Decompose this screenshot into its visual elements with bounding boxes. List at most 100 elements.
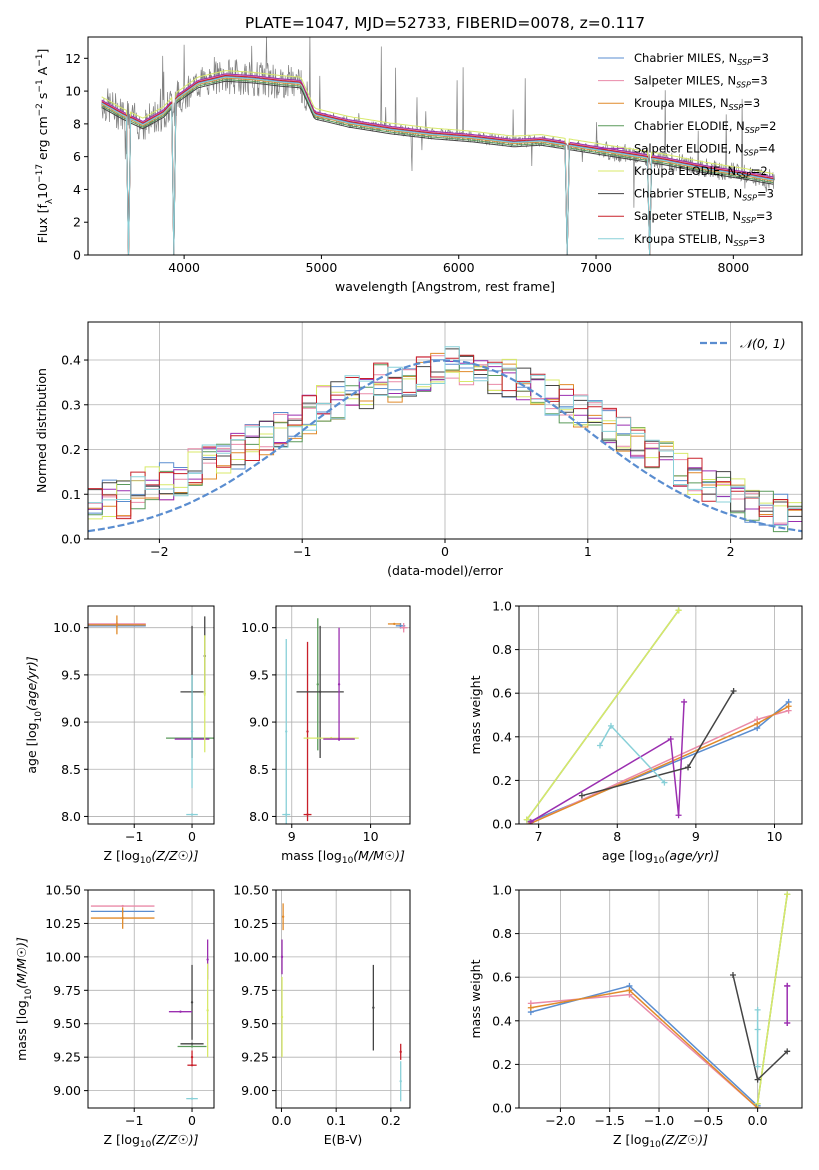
model-salpeter_miles bbox=[101, 74, 774, 255]
y-tick-label: 0.4 bbox=[492, 1013, 512, 1028]
y-tick-label: 9.75 bbox=[241, 983, 269, 998]
model-chabrier_elodie bbox=[101, 79, 774, 255]
x-tick-label: 1 bbox=[584, 544, 592, 559]
data-point bbox=[280, 955, 284, 959]
y-tick-label: 10 bbox=[65, 84, 81, 99]
errorbar-kroupa_elodie bbox=[206, 963, 209, 1058]
y-axis-label: Normed distribution bbox=[34, 368, 49, 493]
data-point bbox=[285, 813, 288, 816]
legend-entry-chabrier_elodie: Chabrier ELODIE, NSSP=2 bbox=[598, 119, 776, 135]
y-tick-label: 9.75 bbox=[53, 983, 81, 998]
legend-entry-kroupa_miles: Kroupa MILES, NSSP=3 bbox=[598, 96, 760, 112]
y-tick-label: 0.0 bbox=[61, 532, 81, 547]
x-tick-label: −2 bbox=[150, 544, 168, 559]
data-point bbox=[190, 1001, 194, 1004]
errorbar-chabrier_stelib bbox=[190, 964, 194, 1040]
plot-area bbox=[282, 618, 408, 824]
errorbar-chabrier_stelib bbox=[180, 1042, 204, 1046]
y-tick-label: 9.25 bbox=[241, 1050, 269, 1065]
x-tick-label: −2.0 bbox=[545, 1113, 575, 1128]
errorbar-chabrier_elodie bbox=[177, 1045, 207, 1048]
plot-area bbox=[280, 903, 402, 1102]
y-tick-label: 0.0 bbox=[492, 1101, 512, 1116]
series-chabrier_stelib bbox=[729, 972, 791, 1083]
legend-entry-salpeter_elodie: Salpeter ELODIE, NSSP=4 bbox=[598, 141, 775, 157]
y-tick-label: 9.0 bbox=[61, 715, 81, 730]
plot-area bbox=[90, 904, 209, 1100]
legend-normal: 𝒩(0, 1) bbox=[700, 336, 786, 351]
errorbar-salpeter_stelib bbox=[399, 1043, 402, 1060]
legend-entry-salpeter_stelib: Salpeter STELIB, NSSP=3 bbox=[598, 209, 773, 225]
data-point bbox=[280, 1015, 284, 1019]
legend-label: Kroupa ELODIE, NSSP=2 bbox=[634, 164, 768, 180]
x-tick-label: −1.5 bbox=[595, 1113, 625, 1128]
errorbar-kroupa_elodie bbox=[280, 976, 284, 1058]
plus-marker bbox=[754, 1006, 761, 1013]
plot-area bbox=[101, 37, 775, 255]
x-tick-label: 10 bbox=[767, 829, 783, 844]
axes-mass_vs_Z: −1 0 9.00 9.25 9.50 9.75 10.00 10.25 10.50 Z [log… bbox=[14, 883, 215, 1150]
y-tick-label: 9.25 bbox=[53, 1050, 81, 1065]
series-kroupa_elodie bbox=[523, 607, 682, 823]
data-point bbox=[393, 622, 396, 626]
plus-marker bbox=[784, 982, 791, 989]
y-tick-label: 8.5 bbox=[61, 762, 81, 777]
model-salpeter_elodie bbox=[101, 73, 774, 255]
y-tick-label: 9.5 bbox=[61, 667, 81, 682]
legend: Chabrier MILES, NSSP=3 Salpeter MILES, NS… bbox=[598, 51, 776, 248]
y-tick-label: 10.00 bbox=[233, 949, 269, 964]
y-tick-label: 12 bbox=[65, 51, 81, 66]
normal-curve bbox=[88, 359, 802, 533]
plot-area bbox=[88, 615, 214, 816]
data-point bbox=[318, 690, 322, 694]
plus-marker bbox=[667, 735, 674, 742]
y-axis-label: mass weight bbox=[468, 675, 483, 754]
legend-label: Chabrier MILES, NSSP=3 bbox=[634, 51, 769, 67]
axes-frame bbox=[518, 605, 803, 825]
plot-area bbox=[523, 607, 792, 824]
data-point bbox=[190, 1042, 194, 1046]
plus-marker bbox=[607, 722, 614, 729]
errorbar-salpeter_elodie bbox=[280, 939, 284, 975]
model-kroupa_miles bbox=[101, 77, 774, 255]
x-axis-label: age [log10(age/yr)] bbox=[602, 848, 719, 866]
plus-marker bbox=[754, 1100, 761, 1107]
data-point bbox=[206, 958, 209, 961]
data-point bbox=[115, 623, 119, 627]
histogram-chabrier_elodie bbox=[88, 355, 802, 539]
series-line bbox=[530, 701, 685, 823]
y-tick-label: 1.0 bbox=[492, 599, 512, 614]
x-tick-label: 0.0 bbox=[748, 1113, 768, 1128]
x-tick-label: 9 bbox=[288, 829, 296, 844]
series-line bbox=[526, 609, 680, 821]
data-point bbox=[179, 1010, 182, 1013]
x-axis-label: (data-model)/error bbox=[387, 563, 504, 578]
legend-label: Chabrier ELODIE, NSSP=2 bbox=[634, 119, 776, 135]
y-tick-label: 0.3 bbox=[61, 397, 81, 412]
series-kroupa_stelib bbox=[596, 722, 668, 786]
y-axis-label: age [log10(age/yr)] bbox=[24, 656, 44, 773]
y-tick-label: 0.8 bbox=[492, 642, 512, 657]
plus-marker bbox=[527, 1004, 534, 1011]
data-point bbox=[203, 692, 206, 695]
plus-marker bbox=[675, 812, 682, 819]
model-kroupa_elodie bbox=[101, 70, 774, 255]
y-tick-label: 8.0 bbox=[249, 809, 269, 824]
series-salpeter_elodie bbox=[527, 698, 688, 824]
y-tick-label: 9.50 bbox=[241, 1016, 269, 1031]
axes-weight_vs_Z: −2.0 −1.5 −1.0 −0.5 0.0 0.0 0.2 0.4 0.6 0.8 1.0 Z [… bbox=[468, 883, 803, 1150]
axes-age_vs_Z: −1 0 8.0 8.5 9.0 9.5 10.0 Z [log10(Z/Z☉)] age [l… bbox=[24, 605, 215, 866]
errorbar-salpeter_stelib bbox=[306, 641, 309, 822]
series-salpeter_elodie bbox=[784, 982, 791, 1026]
series-line bbox=[756, 894, 788, 1104]
axes-weight_vs_age: 7 8 9 10 0.0 0.2 0.4 0.6 0.8 1.0 age [log10(age/yr… bbox=[468, 599, 803, 866]
histogram-chabrier_stelib bbox=[88, 348, 802, 517]
errorbar-salpeter_elodie bbox=[168, 1010, 193, 1013]
plus-marker bbox=[730, 688, 737, 695]
y-tick-label: 0.2 bbox=[492, 1057, 512, 1072]
x-axis-label: Z [log10(Z/Z☉)] bbox=[103, 848, 198, 866]
data-point bbox=[190, 1055, 194, 1059]
x-axis-label: Z [log10(Z/Z☉)] bbox=[103, 1132, 198, 1150]
data-point bbox=[285, 730, 288, 733]
x-tick-label: 9 bbox=[692, 829, 700, 844]
